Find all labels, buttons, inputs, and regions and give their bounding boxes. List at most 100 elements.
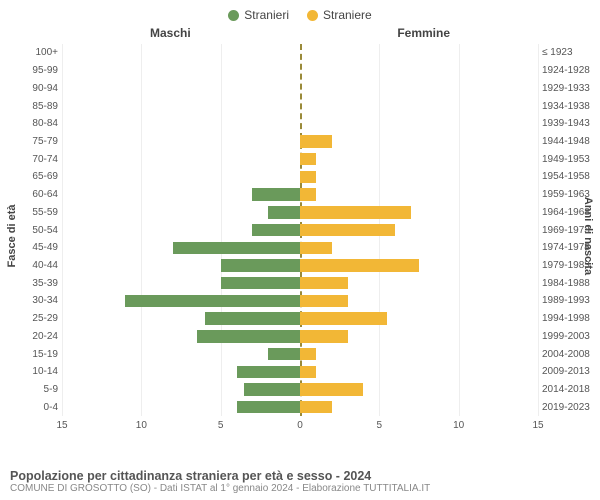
pyramid-row: 0-42019-2023 [62, 398, 538, 416]
birth-year-label: 2014-2018 [542, 384, 598, 395]
bar-female [300, 188, 316, 200]
age-label: 75-79 [14, 136, 58, 147]
bar-female [300, 242, 332, 254]
bar-female [300, 224, 395, 236]
column-header-male: Maschi [150, 26, 191, 40]
birth-year-label: 1994-1998 [542, 313, 598, 324]
age-label: 100+ [14, 47, 58, 58]
pyramid-row: 85-891934-1938 [62, 97, 538, 115]
age-label: 25-29 [14, 313, 58, 324]
bar-female [300, 295, 348, 307]
pyramid-row: 100+≤ 1923 [62, 44, 538, 62]
birth-year-label: 1989-1993 [542, 295, 598, 306]
bar-female [300, 171, 316, 183]
birth-year-label: ≤ 1923 [542, 47, 598, 58]
birth-year-label: 1984-1988 [542, 278, 598, 289]
age-label: 95-99 [14, 65, 58, 76]
legend-item-male: Stranieri [228, 8, 289, 22]
pyramid-row: 50-541969-1973 [62, 221, 538, 239]
bar-female [300, 383, 363, 395]
bar-female [300, 366, 316, 378]
bar-female [300, 153, 316, 165]
age-label: 65-69 [14, 171, 58, 182]
birth-year-label: 1974-1978 [542, 242, 598, 253]
birth-year-label: 1934-1938 [542, 101, 598, 112]
column-header-female: Femmine [397, 26, 450, 40]
age-label: 5-9 [14, 384, 58, 395]
age-label: 80-84 [14, 118, 58, 129]
bar-female [300, 277, 348, 289]
birth-year-label: 1924-1928 [542, 65, 598, 76]
pyramid-row: 95-991924-1928 [62, 62, 538, 80]
bar-male [244, 383, 300, 395]
legend-label-male: Stranieri [244, 8, 289, 22]
age-label: 70-74 [14, 154, 58, 165]
footer-title: Popolazione per cittadinanza straniera p… [10, 469, 590, 483]
pyramid-row: 15-192004-2008 [62, 345, 538, 363]
pyramid-row: 40-441979-1983 [62, 257, 538, 275]
bar-male [268, 206, 300, 218]
birth-year-label: 1939-1943 [542, 118, 598, 129]
birth-year-label: 2009-2013 [542, 366, 598, 377]
pyramid-row: 70-741949-1953 [62, 150, 538, 168]
birth-year-label: 2004-2008 [542, 349, 598, 360]
bar-female [300, 135, 332, 147]
bar-male [237, 366, 300, 378]
age-label: 40-44 [14, 260, 58, 271]
age-label: 85-89 [14, 101, 58, 112]
legend-swatch-male [228, 10, 239, 21]
birth-year-label: 2019-2023 [542, 402, 598, 413]
grid-line [538, 44, 539, 416]
legend: Stranieri Straniere [0, 0, 600, 26]
birth-year-label: 1999-2003 [542, 331, 598, 342]
pyramid-row: 30-341989-1993 [62, 292, 538, 310]
x-tick-label: 5 [377, 420, 383, 431]
bar-male [252, 224, 300, 236]
legend-label-female: Straniere [323, 8, 372, 22]
age-label: 60-64 [14, 189, 58, 200]
birth-year-label: 1944-1948 [542, 136, 598, 147]
bar-male [237, 401, 300, 413]
pyramid-row: 20-241999-2003 [62, 328, 538, 346]
x-tick-label: 15 [532, 420, 543, 431]
x-tick-label: 5 [218, 420, 224, 431]
pyramid-row: 35-391984-1988 [62, 274, 538, 292]
age-label: 30-34 [14, 295, 58, 306]
age-label: 15-19 [14, 349, 58, 360]
bar-female [300, 330, 348, 342]
pyramid-row: 75-791944-1948 [62, 133, 538, 151]
x-tick-label: 0 [297, 420, 303, 431]
x-tick-label: 10 [136, 420, 147, 431]
pyramid-row: 55-591964-1968 [62, 203, 538, 221]
pyramid-row: 90-941929-1933 [62, 79, 538, 97]
pyramid-row: 80-841939-1943 [62, 115, 538, 133]
x-tick-label: 15 [56, 420, 67, 431]
birth-year-label: 1954-1958 [542, 171, 598, 182]
pyramid-row: 5-92014-2018 [62, 381, 538, 399]
pyramid-row: 65-691954-1958 [62, 168, 538, 186]
bar-male [221, 259, 300, 271]
pyramid-row: 60-641959-1963 [62, 186, 538, 204]
bar-female [300, 401, 332, 413]
bar-male [205, 312, 300, 324]
bar-female [300, 259, 419, 271]
age-label: 0-4 [14, 402, 58, 413]
age-label: 90-94 [14, 83, 58, 94]
birth-year-label: 1979-1983 [542, 260, 598, 271]
age-label: 45-49 [14, 242, 58, 253]
pyramid-row: 45-491974-1978 [62, 239, 538, 257]
bar-male [221, 277, 300, 289]
bar-female [300, 312, 387, 324]
age-label: 55-59 [14, 207, 58, 218]
legend-swatch-female [307, 10, 318, 21]
birth-year-label: 1929-1933 [542, 83, 598, 94]
x-tick-label: 10 [453, 420, 464, 431]
bar-female [300, 348, 316, 360]
bar-male [268, 348, 300, 360]
birth-year-label: 1969-1973 [542, 225, 598, 236]
pyramid-row: 10-142009-2013 [62, 363, 538, 381]
age-label: 50-54 [14, 225, 58, 236]
bar-male [125, 295, 300, 307]
x-axis-ticks: 15105051015 [62, 420, 538, 434]
chart-area: Maschi Femmine Fasce di età Anni di nasc… [0, 26, 600, 446]
